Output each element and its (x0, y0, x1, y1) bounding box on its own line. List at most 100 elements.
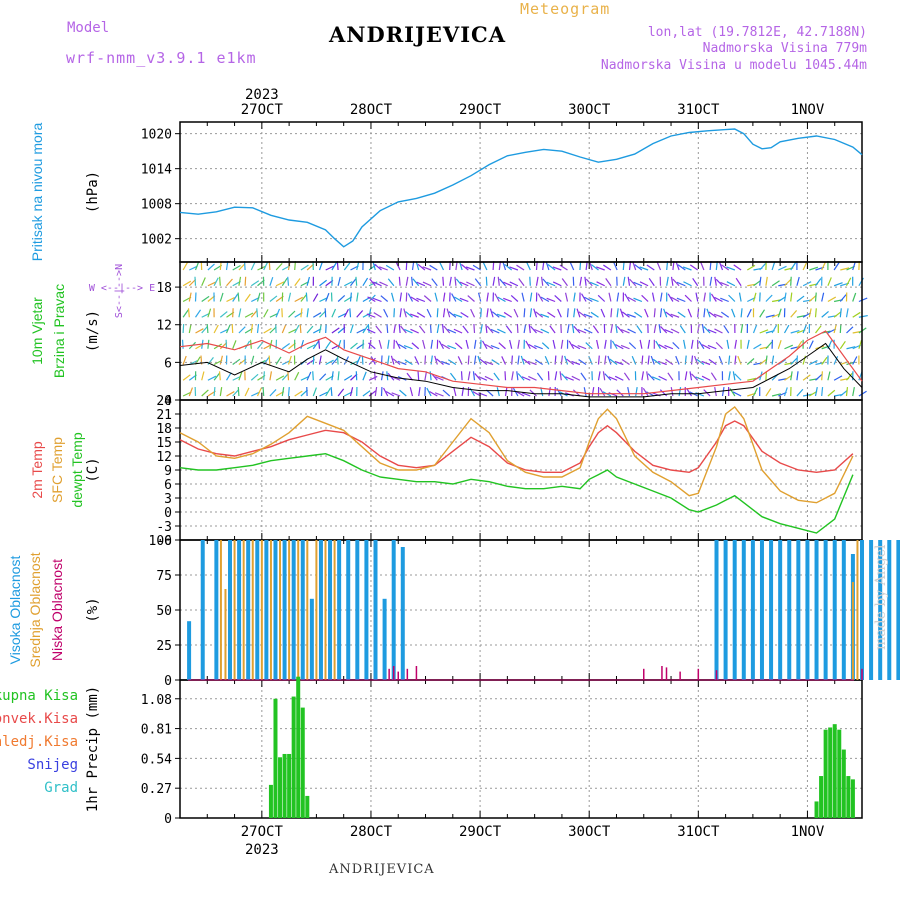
wind-arrow (306, 276, 311, 286)
wind-arrow (491, 311, 500, 318)
mid-cloud-label: Srednja Oblacnost (27, 552, 43, 667)
meteogram-title: Meteogram (520, 0, 611, 18)
wind-arrow (600, 308, 606, 318)
wind-arrow (648, 278, 655, 287)
wind-arrow (405, 311, 413, 318)
precip-bar (828, 727, 833, 818)
wind-arrow (639, 339, 643, 349)
wind-arrow (619, 308, 624, 318)
wind-arrow (814, 292, 817, 302)
wind-arrow (627, 276, 631, 286)
wind-arrow (796, 371, 799, 381)
wind-arrow (509, 281, 519, 287)
wind-arrow (588, 261, 593, 271)
altitude-info: Nadmorska Visina 779m (702, 41, 867, 56)
precip-bar (268, 784, 273, 818)
wind-arrow (682, 266, 692, 271)
wind-arrow (467, 295, 475, 302)
low-cloud-bar (661, 666, 663, 680)
wind-arrow (356, 328, 366, 334)
wind-arrow (318, 261, 324, 271)
wind-arrow (647, 373, 655, 381)
wind-arrow (188, 324, 192, 334)
wind-arrow (548, 387, 551, 397)
wind-arrow (300, 375, 310, 381)
wind-arrow (414, 356, 420, 365)
wind-arrow (846, 326, 854, 334)
wind-arrow (839, 323, 842, 334)
wind-arrow (809, 360, 818, 366)
wind-arrow (676, 297, 686, 303)
wind-arrow (201, 325, 209, 334)
wind-arrow (573, 308, 576, 318)
wind-arrow (790, 292, 793, 302)
year-label-bottom: 2023 (245, 842, 279, 858)
wind-arrow (728, 371, 731, 381)
low-cloud-bar (388, 668, 390, 680)
wind-arrow (480, 324, 483, 334)
wind-arrow (189, 265, 198, 271)
wind-arrow (225, 324, 231, 334)
wind-arrow (375, 325, 382, 334)
wind-arrow (604, 355, 607, 365)
precip-bar (846, 776, 851, 818)
wind-arrow (218, 371, 221, 381)
wind-arrow (219, 311, 228, 318)
wind-arrow (393, 308, 396, 318)
wind-arrow (319, 279, 328, 287)
wind-arrow (362, 325, 369, 334)
wind-arrow (517, 339, 520, 349)
wind-arrow (726, 266, 736, 271)
wind-arrow (331, 371, 334, 381)
wind-arrow (455, 278, 463, 287)
wind-arrow (504, 263, 513, 271)
wind-arrow (484, 375, 494, 381)
wind-arrow (448, 311, 457, 318)
high-cloud-bar (328, 540, 333, 680)
wind-arrow (658, 324, 662, 334)
wind-arrow (670, 387, 674, 397)
wind-arrow (219, 292, 224, 302)
wind-arrow (312, 312, 322, 318)
wind-arrow (201, 295, 210, 302)
wind-arrow (269, 371, 273, 381)
wind-arrow (629, 278, 637, 287)
wind-arrow (238, 308, 242, 318)
wind-arrow (385, 264, 395, 271)
wind-arrow (852, 387, 855, 397)
y-tick-label: 0 (164, 506, 172, 521)
wind-arrow (566, 324, 570, 334)
wind-arrow (436, 308, 439, 318)
wind-arrow (664, 329, 674, 334)
wind-arrow (446, 308, 451, 318)
wind-series-label: 10m Vjetar (29, 297, 45, 365)
low-cloud-bar (392, 666, 395, 680)
precip-bar (837, 729, 842, 818)
wind-arrow (545, 261, 550, 271)
wind-arrow (611, 340, 618, 350)
wind-arrow (250, 355, 255, 365)
y-axis-unit: (hPa) (85, 171, 101, 213)
wind-arrow (453, 296, 463, 303)
wind-arrow (521, 376, 531, 381)
wind-arrow (540, 296, 550, 303)
wind-arrow (269, 389, 277, 397)
wind-arrow (399, 308, 402, 318)
wind-arrow (677, 264, 686, 271)
wind-arrow (373, 281, 382, 287)
wind-arrow (399, 292, 403, 302)
wind-arrow (746, 339, 750, 349)
wind-arrow (337, 294, 346, 302)
wind-arrow (672, 278, 680, 287)
wind-arrow (417, 371, 420, 381)
mid-cloud-bar (251, 540, 254, 680)
wind-arrow (510, 295, 519, 302)
high-cloud-bar (787, 540, 792, 680)
wind-arrow (472, 264, 482, 271)
wind-arrow (713, 313, 723, 318)
wind-arrow (566, 308, 569, 318)
wind-arrow (546, 281, 556, 287)
wind-arrow (639, 281, 649, 287)
wind-arrow (416, 312, 426, 318)
wind-arrow (778, 265, 787, 271)
